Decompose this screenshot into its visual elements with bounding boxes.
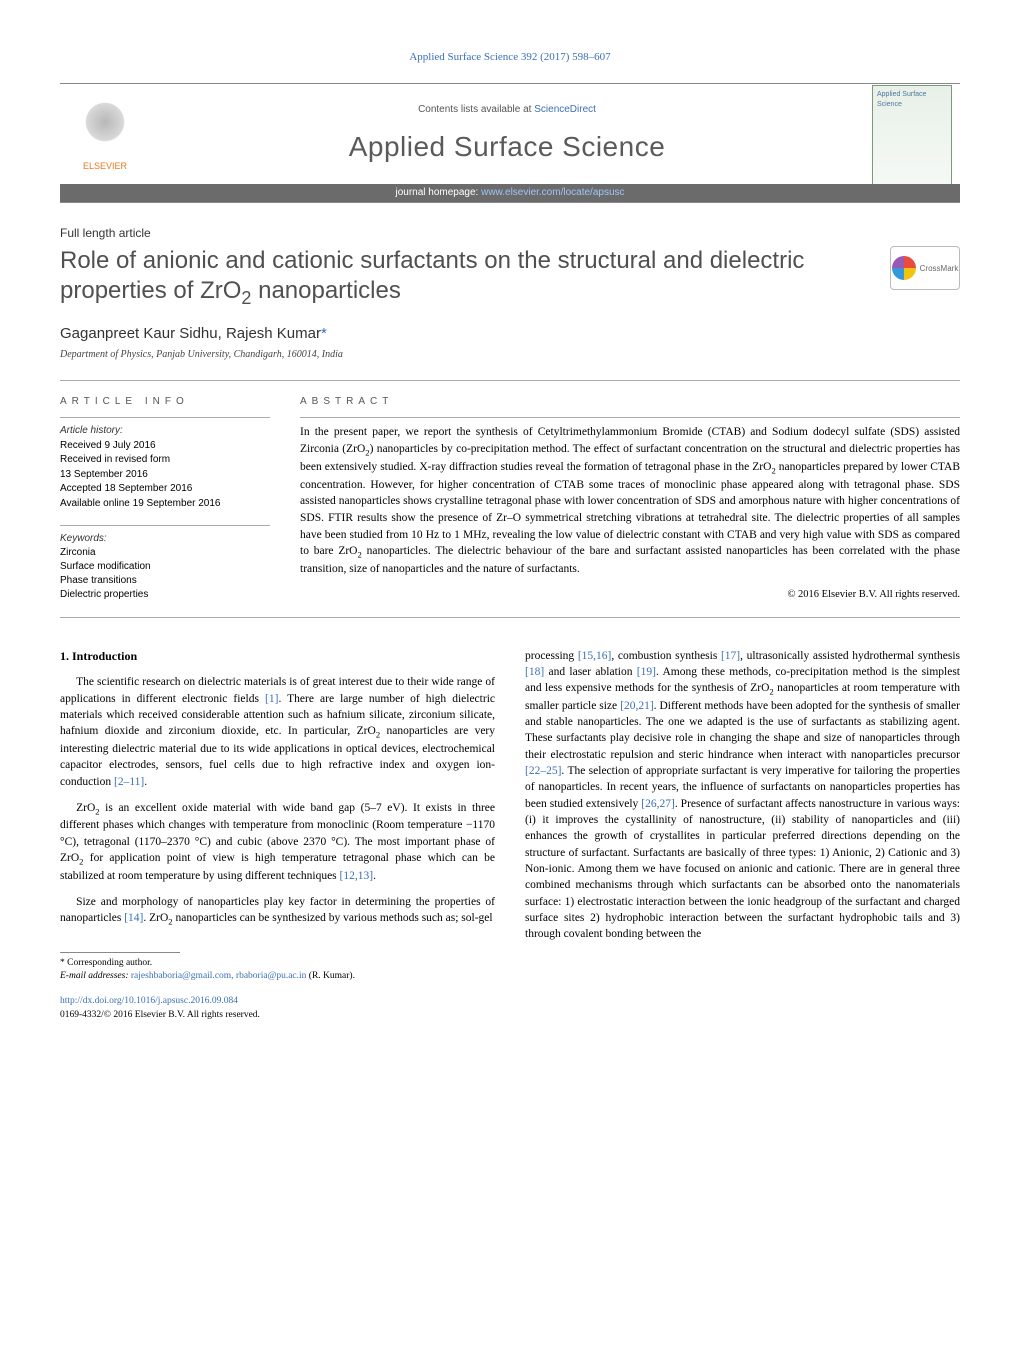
elsevier-logo: ELSEVIER <box>60 92 150 195</box>
keyword: Zirconia <box>60 546 270 560</box>
article-type: Full length article <box>60 225 960 242</box>
body-paragraph: Size and morphology of nanoparticles pla… <box>60 894 495 928</box>
contents-line: Contents lists available at ScienceDirec… <box>150 103 864 117</box>
history-line: Available online 19 September 2016 <box>60 497 270 512</box>
divider <box>60 380 960 381</box>
homepage-link[interactable]: www.elsevier.com/locate/apsusc <box>481 186 624 200</box>
article-history: Article history: Received 9 July 2016 Re… <box>60 417 270 511</box>
journal-cover-thumb: Applied Surface Science <box>872 85 952 185</box>
elsevier-tree-icon <box>75 98 135 158</box>
history-line: 13 September 2016 <box>60 468 270 483</box>
body-paragraph: The scientific research on dielectric ma… <box>60 674 495 790</box>
doi-block: http://dx.doi.org/10.1016/j.apsusc.2016.… <box>60 995 495 1022</box>
doi-link[interactable]: http://dx.doi.org/10.1016/j.apsusc.2016.… <box>60 996 238 1006</box>
history-line: Received in revised form <box>60 453 270 468</box>
email-label: E-mail addresses: <box>60 971 131 981</box>
history-line: Received 9 July 2016 <box>60 439 270 454</box>
corr-label: * Corresponding author. <box>60 957 495 970</box>
body-right-column: processing [15,16], combustion synthesis… <box>525 648 960 1022</box>
crossmark-label: CrossMark <box>920 263 959 274</box>
authors: Gaganpreet Kaur Sidhu, Rajesh Kumar* <box>60 323 960 344</box>
history-line: Accepted 18 September 2016 <box>60 482 270 497</box>
keywords-label: Keywords: <box>60 532 270 546</box>
history-label: Article history: <box>60 424 270 439</box>
section-heading: 1. Introduction <box>60 648 495 665</box>
journal-name: Applied Surface Science <box>150 127 864 166</box>
contents-prefix: Contents lists available at <box>418 104 534 115</box>
keyword: Phase transitions <box>60 574 270 588</box>
journal-masthead: ELSEVIER Contents lists available at Sci… <box>60 83 960 203</box>
crossmark-badge[interactable]: CrossMark <box>890 246 960 290</box>
homepage-prefix: journal homepage: <box>395 186 478 200</box>
body-paragraph: processing [15,16], combustion synthesis… <box>525 648 960 943</box>
abstract-copyright: © 2016 Elsevier B.V. All rights reserved… <box>300 588 960 603</box>
divider <box>60 617 960 618</box>
crossmark-icon <box>892 256 916 280</box>
abstract-text: In the present paper, we report the synt… <box>300 417 960 577</box>
body-left-column: 1. Introduction The scientific research … <box>60 648 495 1022</box>
article-info-label: article info <box>60 395 270 409</box>
sciencedirect-link[interactable]: ScienceDirect <box>534 104 596 115</box>
article-title: Role of anionic and cationic surfactants… <box>60 246 890 309</box>
publisher-name: ELSEVIER <box>68 160 142 173</box>
body-columns: 1. Introduction The scientific research … <box>60 648 960 1022</box>
keyword: Surface modification <box>60 560 270 574</box>
keyword: Dielectric properties <box>60 588 270 602</box>
email-suffix: (R. Kumar). <box>306 971 355 981</box>
body-paragraph: ZrO2 is an excellent oxide material with… <box>60 800 495 884</box>
author-emails[interactable]: rajeshbaboria@gmail.com, rbaboria@pu.ac.… <box>131 971 307 981</box>
affiliation: Department of Physics, Panjab University… <box>60 348 960 362</box>
footnote-separator <box>60 952 180 953</box>
abstract-label: abstract <box>300 395 960 409</box>
keywords-block: Keywords: Zirconia Surface modification … <box>60 525 270 602</box>
top-citation: Applied Surface Science 392 (2017) 598–6… <box>60 50 960 65</box>
issn-copyright: 0169-4332/© 2016 Elsevier B.V. All right… <box>60 1009 495 1022</box>
homepage-bar: journal homepage: www.elsevier.com/locat… <box>60 184 960 202</box>
corresponding-author-footnote: * Corresponding author. E-mail addresses… <box>60 957 495 984</box>
